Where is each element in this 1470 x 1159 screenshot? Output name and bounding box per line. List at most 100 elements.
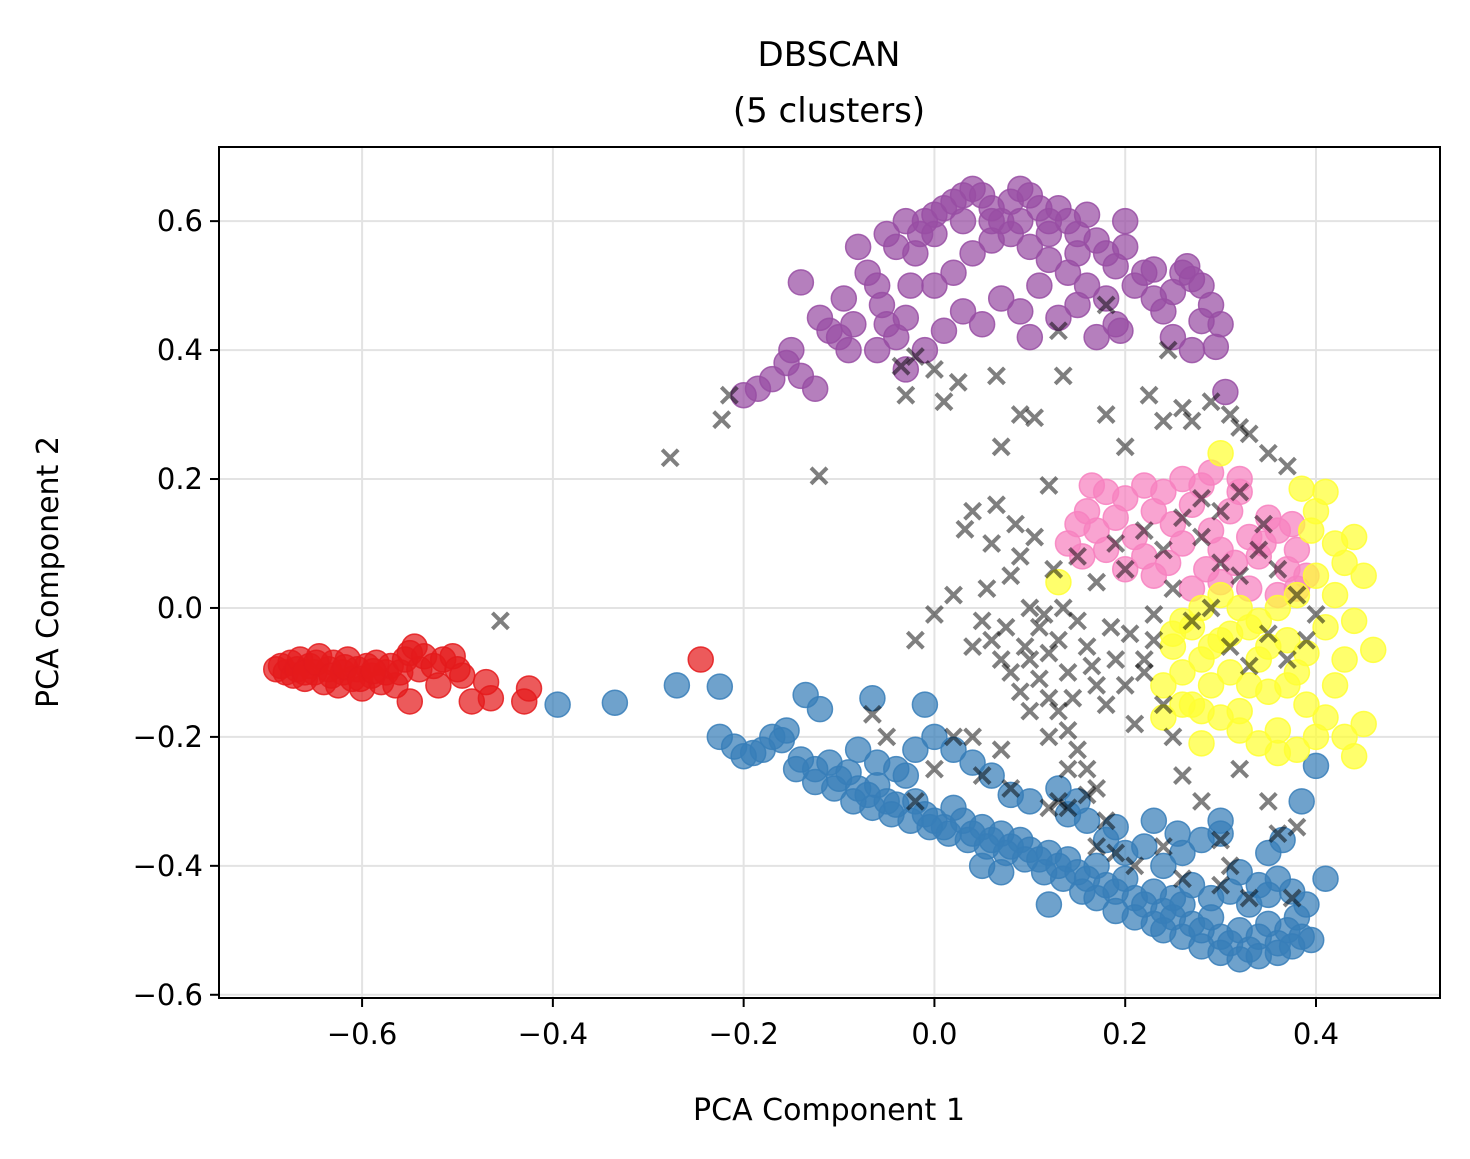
cluster-point [1197,884,1225,912]
noise-point [1087,779,1107,798]
noise-point [1001,779,1021,798]
noise-point [934,392,954,412]
noise-point [925,360,944,379]
noise-point [1158,340,1178,360]
cluster-point [706,673,734,700]
cluster-point [830,285,858,312]
noise-point [1163,727,1183,747]
x-tick-label: −0.6 [327,1017,397,1051]
noise-point [490,611,510,631]
noise-point [1020,598,1040,618]
noise-point [1096,295,1116,315]
cluster-point [911,336,939,364]
noise-point [1258,791,1278,811]
noise-point [1106,843,1126,863]
cluster-point [1235,891,1263,918]
noise-point [1096,695,1116,715]
x-tick-label: 0.0 [911,1017,957,1051]
cluster-point [997,781,1024,809]
cluster-point [730,742,757,770]
cluster-point [448,662,476,689]
cluster-point [902,736,929,764]
noise-point [1220,856,1240,876]
cluster-point [425,672,452,699]
cluster-point [978,207,1005,235]
cluster-point [1278,933,1306,960]
noise-point [1115,437,1135,457]
cluster-point [959,749,986,776]
cluster-point [1297,517,1325,544]
cluster-point [1321,530,1349,557]
noise-point [1120,624,1140,644]
x-tick-label: 0.4 [1293,1017,1339,1051]
cluster-point [1092,285,1120,312]
noise-point [1039,688,1059,708]
cluster-point [1207,807,1234,834]
noise-point [1010,546,1030,566]
cluster-point [1111,233,1139,261]
x-axis-ticks: −0.6 −0.4 −0.2 0.0 0.2 0.4 [327,998,1339,1051]
cluster-point [1245,607,1273,635]
cluster-point [1073,272,1101,299]
cluster-point [1169,465,1196,493]
series-4 [1045,439,1387,770]
cluster-point [511,688,538,715]
noise-point [982,534,1002,553]
noise-point [905,630,925,650]
cluster-point [1312,704,1339,731]
cluster-point [1178,336,1206,364]
x-axis-label: PCA Component 1 [693,1093,965,1128]
noise-point [1211,875,1231,895]
cluster-point [1159,884,1187,912]
cluster-point [1226,594,1253,622]
noise-point [1077,759,1097,779]
noise-point [944,727,963,747]
cluster-point [782,755,810,783]
x-tick-label: −0.4 [518,1017,588,1051]
noise-point [1153,411,1173,431]
cluster-point [1169,691,1196,718]
y-tick-label: −0.4 [133,849,203,883]
noise-point [1239,888,1259,908]
noise-point [948,372,968,392]
cluster-point [1007,298,1034,325]
noise-point [1220,405,1240,424]
cluster-point [1069,878,1096,905]
cluster-point [687,646,714,673]
cluster-point [863,749,891,776]
cluster-point [835,336,862,364]
cluster-point [978,762,1005,789]
cluster-point [1274,672,1301,699]
cluster-point [949,207,977,235]
grid [219,147,1440,998]
cluster-point [544,691,571,718]
cluster-point [863,336,891,364]
cluster-point [360,657,387,685]
cluster-point [1312,865,1339,892]
cluster-point [1078,472,1106,499]
noise-point [982,630,1002,650]
cluster-point [1340,607,1368,635]
y-tick-label: −0.2 [133,720,203,754]
noise-point [1163,579,1183,599]
noise-point [1144,630,1164,650]
cluster-point [859,684,886,712]
cluster-point [1007,207,1034,235]
noise-point [1025,408,1045,428]
noise-point [1049,321,1068,341]
cluster-point [1111,207,1139,235]
cluster-point [1188,730,1215,757]
noise-point [905,347,925,366]
y-tick-label: 0.6 [157,204,203,238]
noise-point [996,617,1016,637]
noise-point [1049,791,1068,811]
noise-point [1001,663,1021,682]
cluster-point [1312,478,1339,506]
noise-point [1039,476,1059,495]
cluster-point [1331,723,1358,751]
noise-point [1201,598,1221,618]
plot-frame [218,146,1441,999]
noise-point [1068,740,1087,760]
cluster-point [844,233,872,261]
cluster-point [1283,536,1311,564]
